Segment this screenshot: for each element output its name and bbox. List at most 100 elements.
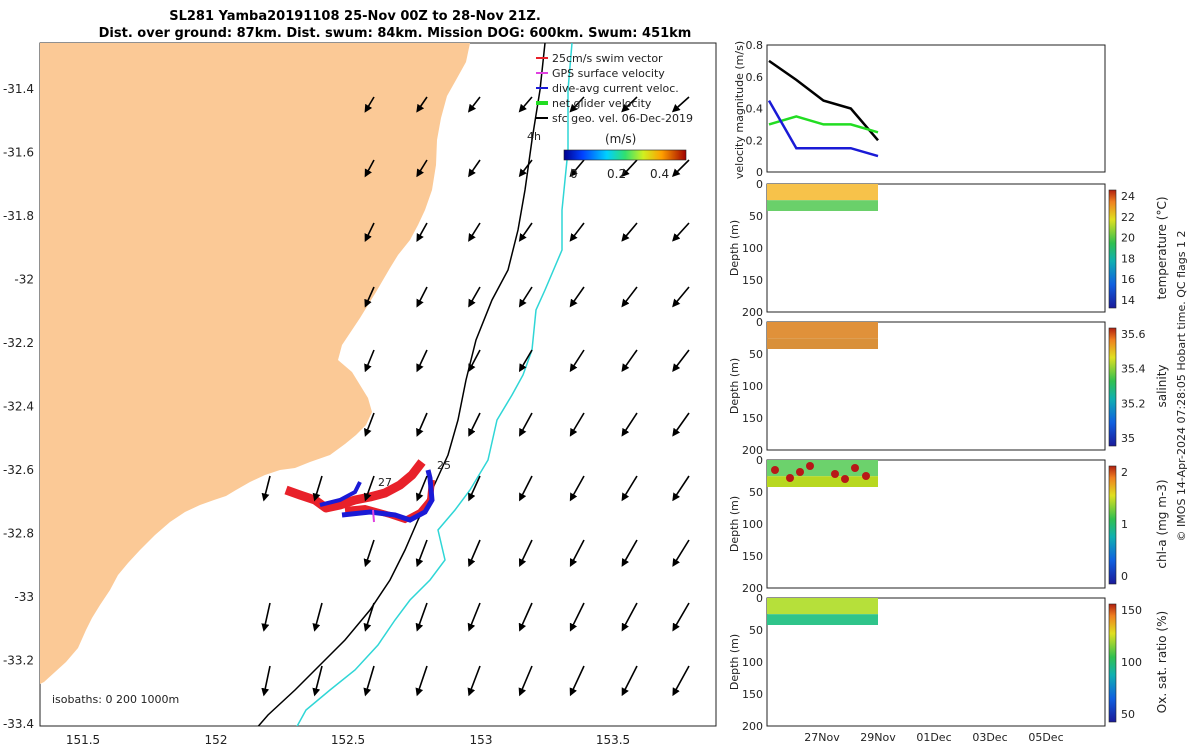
lat-tick-label: -31.8 [3,209,34,223]
velocity-arrow [518,159,533,178]
chl-patch [862,472,870,480]
section-upper-layer [767,598,878,615]
velocity-arrow [621,222,638,242]
lon-tick-label: 153 [470,733,493,747]
velocity-arrow [569,665,585,697]
velocity-arrow [468,222,481,242]
section-lower-layer [767,476,878,487]
velocity-arrow [518,539,533,568]
depth-tick: 50 [749,210,763,223]
velocity-arrow [261,475,271,502]
temperature-panel: 0 50 100 150 200 Depth (m) 24 22 20 18 16 14 tempera… [728,178,1169,319]
colorbar-tick: 2 [1121,466,1128,479]
velocity-arrow [416,412,428,437]
velocity-arrow [672,539,690,567]
isobath-legend: isobaths: 0 200 1000m [52,693,179,706]
land-mass [40,43,470,684]
depth-tick: 100 [742,380,763,393]
velocity-arrow [364,222,375,242]
time-tick-label: 01Dec [916,731,951,744]
velocity-arrow [468,475,481,502]
depth-tick: 100 [742,242,763,255]
section-upper-layer [767,322,878,339]
velocity-arrow [363,602,375,632]
lat-tick-label: -32.4 [3,400,34,414]
colorbar-label: Ox. sat. ratio (%) [1155,611,1169,713]
velocity-ytick: 0 [756,166,763,179]
lon-tick-label: 152 [205,733,228,747]
depth-tick: 50 [749,348,763,361]
depth-tick: 150 [742,550,763,563]
velocity-arrow [312,602,323,632]
velocity-arrow [672,412,690,437]
velocity-arrow [415,665,428,697]
lon-tick-label: 151.5 [66,733,100,747]
velocity-arrow [671,159,690,178]
velocity-arrow [569,539,585,567]
map-legend: 25cm/s swim vector GPS surface velocity di… [536,52,693,125]
colorbar-tick: 0 [1121,570,1128,583]
legend-label: dive-avg current veloc. [552,82,679,95]
time-tick-label: 03Dec [972,731,1007,744]
velocity-arrow [672,286,690,308]
legend-label: sfc geo. vel. 06-Dec-2019 [552,112,693,125]
section-lower-layer [767,614,878,625]
colorbar-tick: 22 [1121,211,1135,224]
lat-tick-label: -32.2 [3,336,34,350]
colorbar-tick: 16 [1121,273,1135,286]
lat-tick-label: -32.8 [3,527,34,541]
velocity-arrow [621,665,638,697]
velocity-arrow [672,602,690,632]
section-upper-layer [767,184,878,201]
velocity-arrow [468,412,481,437]
lat-tick-label: -33.4 [3,717,34,731]
depth-tick: 0 [756,592,763,605]
velocity-arrow [364,286,375,308]
chl-patch [786,474,794,482]
colorbar-tick: 24 [1121,190,1135,203]
map-panel: 151.5 152 152.5 153 153.5 -31.4 -31.6 -31.8 -32… [3,42,717,747]
velocity-arrow [621,349,638,373]
velocity-arrow [363,665,375,697]
velocity-arrow [518,286,533,308]
depth-ylabel: Depth (m) [728,634,741,690]
depth-ylabel: Depth (m) [728,496,741,552]
velocity-arrow [518,602,533,632]
velocity-arrow [518,665,533,697]
velocity-arrow [261,665,271,697]
velocity-arrow [364,159,375,178]
depth-tick: 50 [749,624,763,637]
depth-tick: 100 [742,518,763,531]
velocity-arrow [621,475,638,502]
colorbar-label: chl-a (mg m-3) [1155,479,1169,568]
depth-tick: 200 [742,444,763,457]
velocity-ylabel: velocity magnitude (m/s) [733,41,746,179]
velocity-arrow [416,349,428,373]
depth-tick: 200 [742,720,763,733]
velocity-arrow [364,412,375,437]
velocity-arrow [312,665,323,697]
depth-tick: 200 [742,306,763,319]
lat-tick-label: -31.4 [3,82,34,96]
velocity-arrow [569,349,585,373]
colorbar-tick: 150 [1121,604,1142,617]
chl-patch [841,475,849,483]
velocity-arrow [569,602,585,632]
depth-tick: 0 [756,178,763,191]
velocity-arrow [519,475,533,502]
velocity-arrow [672,222,690,242]
chl-patch [831,470,839,478]
velocity-arrow [261,602,271,632]
time-ticks: 27Nov 29Nov 01Dec 03Dec 05Dec [804,731,1063,744]
colorbar-tick: 1 [1121,518,1128,531]
velocity-arrow [621,539,638,567]
colorbar-tick: 35.4 [1121,363,1146,376]
section-upper-layer [767,460,878,477]
hour-label: 4h [527,130,541,143]
time-tick-label: 05Dec [1028,731,1063,744]
lat-tick-label: -32 [14,273,34,287]
velocity-series-line [768,59,879,142]
lon-tick-label: 153.5 [596,733,630,747]
velocity-arrow [415,602,428,632]
velocity-arrow [569,286,585,308]
